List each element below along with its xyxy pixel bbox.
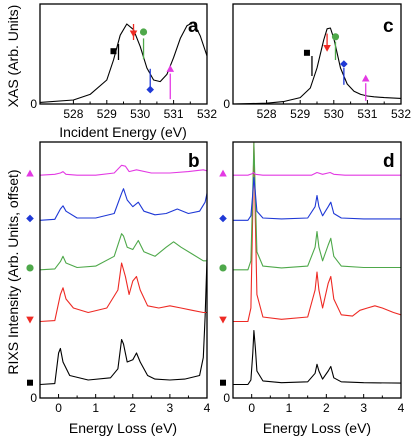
panel-d-series-diamond-marker xyxy=(219,214,227,223)
panel-label-b: b xyxy=(188,151,200,172)
panel-a-triangle-down-marker xyxy=(129,30,138,38)
panel-b-xtick-label: 3 xyxy=(167,401,174,415)
panel-a-frame xyxy=(39,3,208,105)
panel-a-xtick-label: 532 xyxy=(197,107,217,121)
panel-d-series-square-marker xyxy=(220,379,226,386)
panel-d-series-square-line xyxy=(233,329,401,386)
panel-a-xtick-label: 529 xyxy=(97,107,117,121)
panel-d: 0 1 2 3 4 0 d xyxy=(219,141,405,415)
panel-label-d: d xyxy=(383,151,395,172)
panel-b-series-triangle-down-line xyxy=(40,262,207,323)
panel-c-circle-marker xyxy=(331,33,340,41)
panel-b-series-triangle-up-line xyxy=(40,164,207,176)
panel-b-xtick-label: 4 xyxy=(204,401,211,415)
panel-d-clip xyxy=(233,142,401,386)
panel-a-xtick-label: 528 xyxy=(63,107,83,121)
rixs-xlabel-right: Energy Loss (eV) xyxy=(263,420,371,436)
panel-b-ytick-label: 0 xyxy=(30,391,37,405)
panel-b-series-square-marker xyxy=(27,379,33,386)
panel-d-ytick-label: 0 xyxy=(223,391,230,405)
plot-c-data xyxy=(233,27,401,104)
panel-c-frame xyxy=(232,3,402,105)
panel-b-series-circle-line xyxy=(40,233,207,271)
panel-label-a: a xyxy=(188,16,199,37)
panel-d-series-triangle-up-line xyxy=(233,171,401,176)
panel-c-diamond-marker xyxy=(340,60,348,68)
xas-ylabel: XAS (Arb. Units) xyxy=(5,5,21,108)
panel-b-ticks: 0 1 2 3 4 0 xyxy=(30,391,210,415)
panel-c-xtick-label: 531 xyxy=(357,107,377,121)
panel-b-series-triangle-down-marker xyxy=(26,316,34,324)
panel-a-xtick-label: 530 xyxy=(130,107,150,121)
panel-a: 528 529 530 531 532 0 a xyxy=(30,3,217,121)
panel-a-triangle-up-marker xyxy=(166,65,175,72)
panel-b-series-circle-marker xyxy=(26,264,34,272)
panel-c-xtick-label: 532 xyxy=(391,107,411,121)
panel-b-xtick-label: 2 xyxy=(129,401,136,415)
plot-a-data xyxy=(40,21,207,103)
panel-d-xtick-label: 2 xyxy=(323,401,330,415)
panel-a-series-0-line xyxy=(40,21,207,103)
plot-b-data xyxy=(26,164,207,386)
panel-c-series-0-line xyxy=(233,27,401,104)
panel-a-diamond-marker xyxy=(146,85,155,94)
panel-b-xtick-label: 1 xyxy=(92,401,99,415)
panel-b-series-diamond-line xyxy=(40,188,207,221)
panel-a-xtick-label: 531 xyxy=(164,107,184,121)
panel-b-series-square-line xyxy=(40,258,207,386)
panel-d-xtick-label: 0 xyxy=(248,401,255,415)
panel-b-xtick-label: 0 xyxy=(55,401,62,415)
panel-c-xtick-label: 529 xyxy=(290,107,310,121)
panel-a-ticks: 528 529 530 531 532 0 xyxy=(30,97,217,121)
panel-c-triangle-down-marker xyxy=(323,44,331,52)
panel-d-series-circle-marker xyxy=(219,264,227,272)
panel-d-xtick-label: 4 xyxy=(398,401,405,415)
rixs-ylabel: RIXS Intensity (Arb. Units, offset) xyxy=(5,169,21,374)
panel-b-clip xyxy=(40,164,207,386)
plot-d-data xyxy=(219,142,401,386)
xas-xlabel-left: Incident Energy (eV) xyxy=(59,124,187,140)
panel-d-ticks: 0 1 2 3 4 0 xyxy=(223,391,404,415)
panel-c-square-marker xyxy=(303,49,310,56)
panel-c-xtick-label: 528 xyxy=(257,107,277,121)
panel-c-triangle-up-marker xyxy=(361,74,370,82)
rixs-xlabel-left: Energy Loss (eV) xyxy=(69,420,177,436)
panel-d-xtick-label: 1 xyxy=(286,401,293,415)
panel-d-series-circle-line xyxy=(233,142,401,271)
panel-d-series-triangle-up-marker xyxy=(219,169,227,177)
panel-d-series-triangle-down-marker xyxy=(219,316,227,324)
panel-d-frame xyxy=(232,141,402,399)
panel-a-circle-marker xyxy=(139,28,148,36)
panel-c-ticks: 528 529 530 531 532 0 xyxy=(223,97,411,121)
panel-a-clip xyxy=(40,21,207,103)
panel-a-square-marker xyxy=(110,48,117,55)
panel-c-xtick-label: 530 xyxy=(324,107,344,121)
panel-d-series-diamond-line xyxy=(233,176,401,221)
panel-d-xtick-label: 3 xyxy=(360,401,367,415)
panel-b-series-triangle-up-marker xyxy=(26,169,34,177)
panel-c-ytick-label: 0 xyxy=(223,97,230,111)
panel-label-c: c xyxy=(383,16,394,37)
panel-c-clip xyxy=(233,27,401,104)
panel-a-ytick-label: 0 xyxy=(30,97,37,111)
panel-b-series-diamond-marker xyxy=(26,214,34,223)
panel-b-frame xyxy=(39,141,208,399)
panel-b: 0 1 2 3 4 0 b xyxy=(26,141,211,415)
panel-c: 528 529 530 531 532 0 c xyxy=(223,3,411,121)
